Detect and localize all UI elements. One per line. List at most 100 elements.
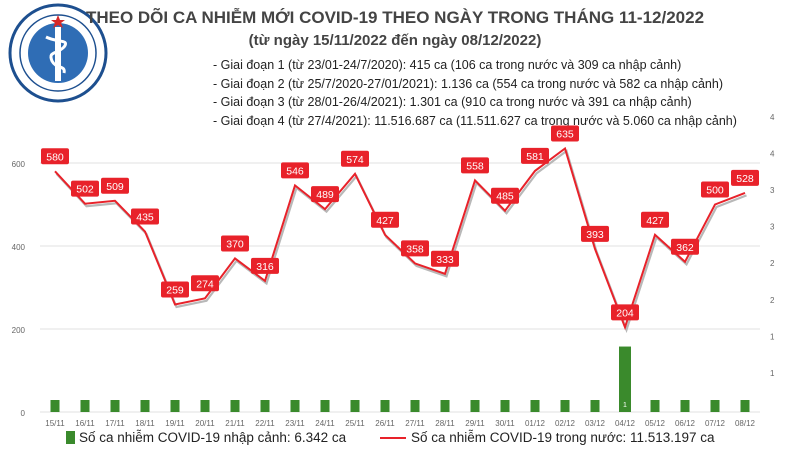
line-data-label: 274: [196, 278, 214, 290]
legend-bar: Số ca nhiễm COVID-19 nhập cảnh: 6.342 ca: [66, 430, 346, 445]
y-right-tick-label: 3: [770, 223, 775, 232]
legend-line: Số ca nhiễm COVID-19 trong nước: 11.513.…: [380, 430, 715, 445]
bar: [110, 400, 120, 412]
line-data-label-bg: [161, 281, 189, 298]
bar: [740, 400, 750, 412]
line-data-label-bg: [71, 180, 99, 197]
x-tick-label: 07/12: [705, 419, 726, 428]
bar: [320, 400, 330, 412]
y-left-tick-label: 200: [12, 326, 26, 335]
x-tick-label: 23/11: [285, 419, 305, 428]
line-data-label-bg: [371, 211, 399, 228]
line-data-label: 509: [106, 181, 124, 193]
line-data-label-bg: [491, 187, 519, 204]
bar: [710, 400, 720, 412]
line-data-label: 558: [466, 160, 484, 172]
note-phase-4: - Giai đoạn 4 (từ 27/4/2021): 11.516.687…: [213, 113, 737, 128]
legend-line-label: Số ca nhiễm COVID-19 trong nước: 11.513.…: [411, 430, 715, 445]
line-data-label-bg: [281, 162, 309, 179]
y-right-tick-label: 4: [770, 113, 775, 122]
line-data-label: 333: [436, 254, 454, 266]
bar: [170, 400, 180, 412]
x-tick-label: 17/11: [105, 419, 125, 428]
line-data-label-bg: [431, 250, 459, 267]
note-phase-2: - Giai đoạn 2 (từ 25/7/2020-27/01/2021):…: [213, 76, 723, 91]
legend-line-swatch: [380, 436, 406, 439]
line-data-label: 259: [166, 285, 184, 297]
line-data-label-bg: [521, 147, 549, 164]
line-data-label: 581: [526, 151, 544, 163]
bar: [260, 400, 270, 412]
y-right-tick-label: 2: [770, 259, 775, 268]
x-tick-label: 29/11: [465, 419, 485, 428]
x-tick-label: 26/11: [375, 419, 395, 428]
x-tick-label: 28/11: [435, 419, 455, 428]
line-data-label-bg: [401, 240, 429, 257]
bar: [440, 400, 450, 412]
bar: [80, 400, 90, 412]
y-right-tick-label: 4: [770, 149, 775, 158]
line-data-label-bg: [581, 225, 609, 242]
bar: [290, 400, 300, 412]
line-data-label: 528: [736, 173, 754, 185]
line-data-label-bg: [41, 148, 69, 165]
y-left-tick-label: 400: [12, 243, 26, 252]
line-data-label: 370: [226, 238, 244, 250]
x-tick-label: 01/12: [525, 419, 546, 428]
bar: [140, 400, 150, 412]
x-tick-label: 25/11: [345, 419, 365, 428]
ministry-logo: [8, 3, 108, 108]
line-shadow: [55, 149, 747, 334]
x-tick-label: 22/11: [255, 419, 275, 428]
line-data-label-bg: [551, 125, 579, 142]
line-data-label: 500: [706, 185, 724, 197]
bar-data-label: 1: [623, 402, 627, 409]
x-tick-label: 18/11: [135, 419, 155, 428]
legend-bar-label: Số ca nhiễm COVID-19 nhập cảnh: 6.342 ca: [79, 430, 347, 445]
line-series: [54, 146, 746, 331]
x-tick-label: 06/12: [675, 419, 696, 428]
x-tick-label: 04/12: [615, 419, 636, 428]
bar: [350, 400, 360, 412]
note-phase-3: - Giai đoạn 3 (từ 28/01-26/4/2021): 1.30…: [213, 95, 692, 109]
note-phase-1: - Giai đoạn 1 (từ 23/01-24/7/2020): 415 …: [213, 58, 682, 72]
chart-title: THEO DÕI CA NHIỄM MỚI COVID-19 THEO NGÀY…: [85, 8, 705, 27]
bar: [380, 400, 390, 412]
y-right-tick-label: 1: [770, 369, 775, 378]
x-tick-label: 20/11: [195, 419, 215, 428]
x-tick-label: 19/11: [165, 419, 185, 428]
line-data-label-bg: [101, 177, 129, 194]
bar: [619, 346, 631, 412]
line-data-label: 489: [316, 189, 334, 201]
line-data-label: 427: [646, 215, 664, 227]
bar: [50, 400, 60, 412]
x-tick-label: 05/12: [645, 419, 666, 428]
line-data-label: 574: [346, 154, 364, 166]
bar: [590, 400, 600, 412]
line-data-label-bg: [341, 150, 369, 167]
x-tick-label: 02/12: [555, 419, 576, 428]
y-left-tick-label: 600: [12, 160, 26, 169]
line-data-label: 362: [676, 242, 694, 254]
line-data-label-bg: [251, 257, 279, 274]
line-data-label: 546: [286, 165, 304, 177]
bar: [230, 400, 240, 412]
line-data-label: 427: [376, 215, 394, 227]
line-data-label-bg: [311, 186, 339, 203]
line-data-label-bg: [671, 238, 699, 255]
y-right-tick-label: 2: [770, 296, 775, 305]
line-data-label: 485: [496, 191, 514, 203]
line-data-label: 635: [556, 128, 574, 140]
bar: [500, 400, 510, 412]
x-tick-label: 21/11: [225, 419, 245, 428]
line-data-label: 316: [256, 261, 274, 273]
line-data-label-bg: [641, 211, 669, 228]
y-left-tick-label: 0: [21, 409, 26, 418]
line-data-label: 502: [76, 184, 94, 196]
x-tick-label: 30/11: [495, 419, 515, 428]
line-data-label-bg: [461, 157, 489, 174]
bar: [560, 400, 570, 412]
x-tick-label: 08/12: [735, 419, 756, 428]
x-tick-label: 15/11: [45, 419, 65, 428]
